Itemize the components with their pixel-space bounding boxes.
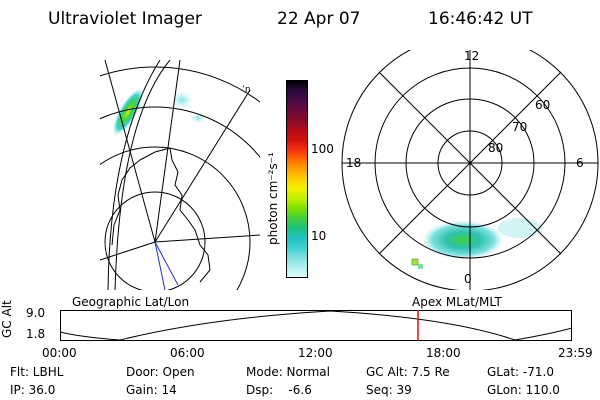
date-label: 22 Apr 07	[277, 9, 361, 29]
instrument-title: Ultraviolet Imager	[48, 9, 202, 29]
timeline-ytick-bottom: 1.8	[26, 327, 46, 341]
timeline-frame	[60, 310, 572, 341]
status-glon: GLon: 110.0	[487, 383, 560, 397]
coastline	[139, 147, 211, 283]
aurora-pixel	[411, 258, 419, 266]
xtick-0000: 00:00	[42, 346, 77, 360]
meridian-line	[154, 234, 260, 243]
terminator-line	[154, 241, 179, 286]
status-flt: Flt: LBHL	[10, 365, 64, 379]
lat-circle	[100, 146, 251, 290]
colorbar-tick-100: 100	[311, 142, 334, 156]
mlt-label-0: 0	[464, 272, 472, 286]
status-ip: IP: 36.0	[10, 383, 56, 397]
aurora-faint	[170, 90, 194, 110]
altitude-curve	[60, 310, 572, 341]
xtick-0600: 06:00	[170, 346, 205, 360]
colorbar-label: photon cm⁻²s⁻¹	[266, 152, 280, 245]
mlt-label-12: 12	[464, 49, 480, 63]
aurora-oval-faint	[498, 218, 542, 238]
status-dsp: Dsp: -6.6	[246, 383, 312, 397]
meridian-line	[100, 241, 156, 261]
coast-mark: ʼn	[242, 85, 251, 95]
xtick-1800: 18:00	[426, 346, 461, 360]
aurora-glow	[111, 87, 145, 137]
xtick-1200: 12:00	[298, 346, 333, 360]
status-door: Door: Open	[126, 365, 195, 379]
lat-circle	[100, 66, 260, 103]
lat-label-60: 60	[535, 98, 551, 112]
meridian-line	[154, 60, 181, 243]
coastline	[111, 159, 141, 246]
polar-diagonal	[378, 71, 562, 255]
mlt-label-18: 18	[346, 156, 362, 170]
aurora-pixel	[418, 264, 423, 269]
lat-circle	[100, 106, 260, 158]
time-label: 16:46:42 UT	[428, 9, 533, 29]
timeline-ylabel: GC Alt	[0, 300, 14, 338]
meridian-line	[154, 89, 251, 243]
timeline-ytick-top: 9.0	[26, 306, 46, 320]
limb-arc	[114, 60, 171, 290]
terminator-line	[154, 241, 166, 290]
status-gain: Gain: 14	[126, 383, 177, 397]
timeline-left-title: Geographic Lat/Lon	[72, 295, 190, 309]
geographic-projection: ʼn	[100, 60, 260, 290]
lat-label-70: 70	[512, 120, 528, 134]
polar-plot	[341, 50, 599, 290]
xtick-2359: 23:59	[558, 346, 593, 360]
status-glat: GLat: -71.0	[487, 365, 554, 379]
status-mode: Mode: Normal	[246, 365, 330, 379]
lat-circle	[104, 191, 206, 290]
orbit-timeline	[60, 310, 572, 341]
colorbar-tick-10: 10	[311, 229, 327, 243]
mlt-label-6: 6	[576, 156, 584, 170]
lat-label-80: 80	[488, 141, 504, 155]
timeline-right-title: Apex MLat/MLT	[412, 295, 502, 309]
aurora-oval	[421, 220, 505, 260]
limb-arc	[107, 60, 161, 290]
status-seq: Seq: 39	[366, 383, 412, 397]
colorbar	[286, 80, 308, 278]
status-gcalt: GC Alt: 7.5 Re	[366, 365, 450, 379]
